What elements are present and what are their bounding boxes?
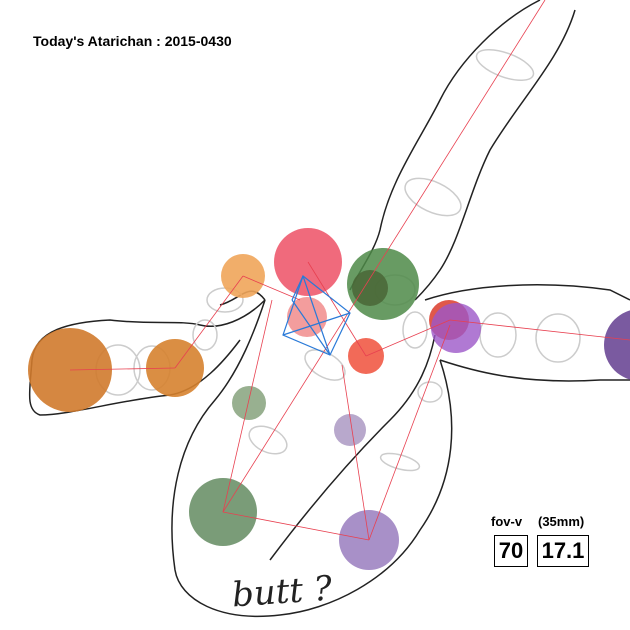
outline <box>414 9 576 301</box>
ring <box>535 313 581 363</box>
wire <box>291 275 304 301</box>
pelvis-wireframe <box>282 275 351 356</box>
ring <box>475 49 535 81</box>
ring <box>404 177 462 217</box>
fov-label: fov-v <box>491 514 523 529</box>
ring <box>402 311 428 349</box>
outline <box>349 0 541 291</box>
bone <box>449 319 630 341</box>
ring <box>417 381 443 403</box>
bone <box>307 261 367 357</box>
bone <box>222 0 546 513</box>
wire <box>302 275 331 356</box>
joint <box>604 310 630 380</box>
bone <box>341 364 370 541</box>
outline <box>424 284 630 301</box>
lens-field[interactable]: 17.1 <box>537 535 589 567</box>
bone <box>222 511 370 541</box>
outline <box>269 334 436 561</box>
bone <box>69 367 176 371</box>
joints <box>28 228 630 570</box>
joint <box>334 414 366 446</box>
bone <box>365 319 451 357</box>
ring <box>379 452 421 472</box>
outline <box>439 359 630 382</box>
handwritten-note: butt ? <box>230 568 334 616</box>
ring <box>192 319 218 351</box>
lens-label: (35mm) <box>538 514 585 529</box>
outline <box>171 299 453 617</box>
bone <box>242 275 301 301</box>
bones <box>69 0 630 541</box>
bone <box>222 299 273 513</box>
ring <box>479 312 517 358</box>
ring <box>248 425 288 455</box>
wire <box>282 312 351 336</box>
bone <box>368 324 451 541</box>
fov-field[interactable]: 70 <box>494 535 528 567</box>
joint <box>232 386 266 420</box>
bone <box>174 275 244 369</box>
wire <box>291 299 331 356</box>
joint <box>431 303 481 353</box>
title: Today's Atarichan : 2015-0430 <box>33 33 232 49</box>
joint <box>287 297 327 337</box>
joint <box>352 270 388 306</box>
